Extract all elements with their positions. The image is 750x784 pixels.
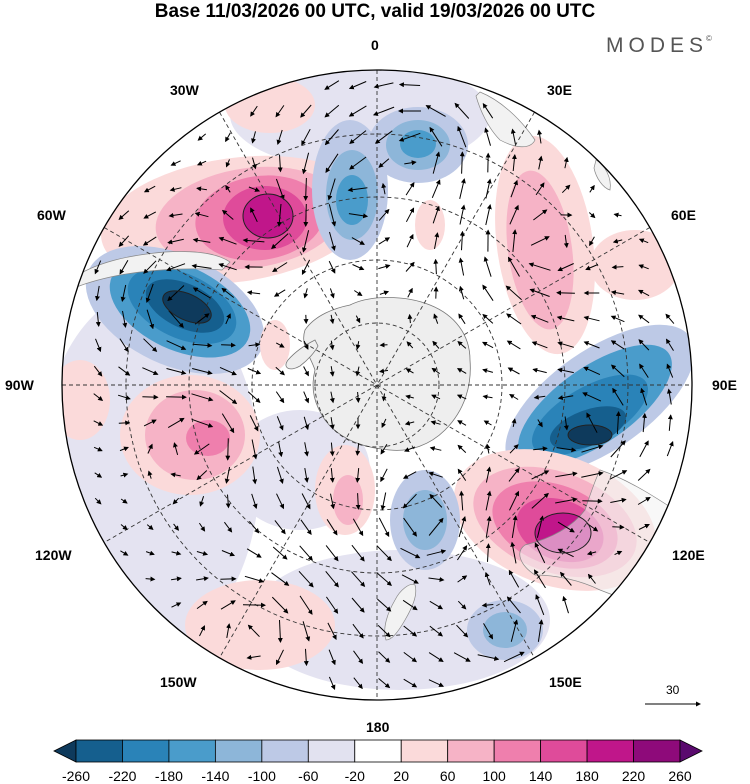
lon-label-120e: 120E [672, 547, 705, 563]
colorbar-tick-label: -60 [298, 768, 318, 784]
colorbar-tick-label: 60 [440, 768, 456, 784]
lon-label-150e: 150E [549, 674, 582, 690]
colorbar-swatch [634, 740, 680, 762]
positive-anomaly-30w-small [225, 77, 315, 133]
colorbar-swatch [76, 740, 122, 762]
colorbar-swatch [215, 740, 261, 762]
colorbar [54, 740, 702, 762]
wind-vector [228, 438, 229, 459]
colorbar-swatch [448, 740, 494, 762]
positive-anomaly-170w-core [333, 475, 363, 525]
colorbar-tick-label: 220 [622, 768, 645, 784]
wind-vector [306, 204, 307, 226]
colorbar-swatch [308, 740, 354, 762]
colorbar-swatch [587, 740, 633, 762]
lon-label-0: 0 [371, 37, 379, 53]
lon-label-150w: 150W [160, 674, 197, 690]
positive-anomaly-100w [120, 375, 260, 495]
colorbar-tick-label: 260 [668, 768, 691, 784]
lon-label-90e: 90E [712, 377, 737, 393]
colorbar-tick-label: 180 [575, 768, 598, 784]
vector-scale-label: 30 [666, 683, 679, 697]
positive-anomaly-80w-inner [260, 320, 290, 370]
colorbar-tick-label: -20 [345, 768, 365, 784]
colorbar-tick-label: -100 [248, 768, 276, 784]
colorbar-swatch [494, 740, 540, 762]
wind-vector [119, 423, 129, 424]
colorbar-swatch [355, 740, 401, 762]
wind-vector [221, 345, 235, 346]
lon-label-30w: 30W [170, 82, 199, 98]
negative-anomaly-150e [390, 470, 460, 570]
colorbar-tick-label: -140 [201, 768, 229, 784]
colorbar-tick-label: 100 [482, 768, 505, 784]
wind-vector [557, 293, 575, 294]
negative-anomaly-15e [368, 107, 468, 183]
colorbar-swatch [401, 740, 447, 762]
colorbar-swatch [541, 740, 587, 762]
colorbar-tick-label: 140 [529, 768, 552, 784]
colorbar-tick-label: 20 [393, 768, 409, 784]
lon-label-60w: 60W [37, 207, 66, 223]
colorbar-tick-label: -260 [62, 768, 90, 784]
wind-vector [142, 397, 157, 398]
lon-label-120w: 120W [35, 547, 72, 563]
negative-anomaly-165e [467, 600, 543, 660]
lon-label-60e: 60E [671, 207, 696, 223]
wind-vector [582, 501, 601, 502]
colorbar-swatch [262, 740, 308, 762]
colorbar-high-extension [680, 740, 702, 762]
lon-label-30e: 30E [547, 82, 572, 98]
lon-label-180: 180 [366, 719, 389, 735]
colorbar-tick-label: -220 [108, 768, 136, 784]
colorbar-swatch [169, 740, 215, 762]
wind-vector [612, 527, 623, 528]
colorbar-low-extension [54, 740, 76, 762]
lon-label-90w: 90W [5, 377, 34, 393]
colorbar-swatch [122, 740, 168, 762]
colorbar-tick-label: -180 [155, 768, 183, 784]
anomaly-field [40, 60, 719, 702]
